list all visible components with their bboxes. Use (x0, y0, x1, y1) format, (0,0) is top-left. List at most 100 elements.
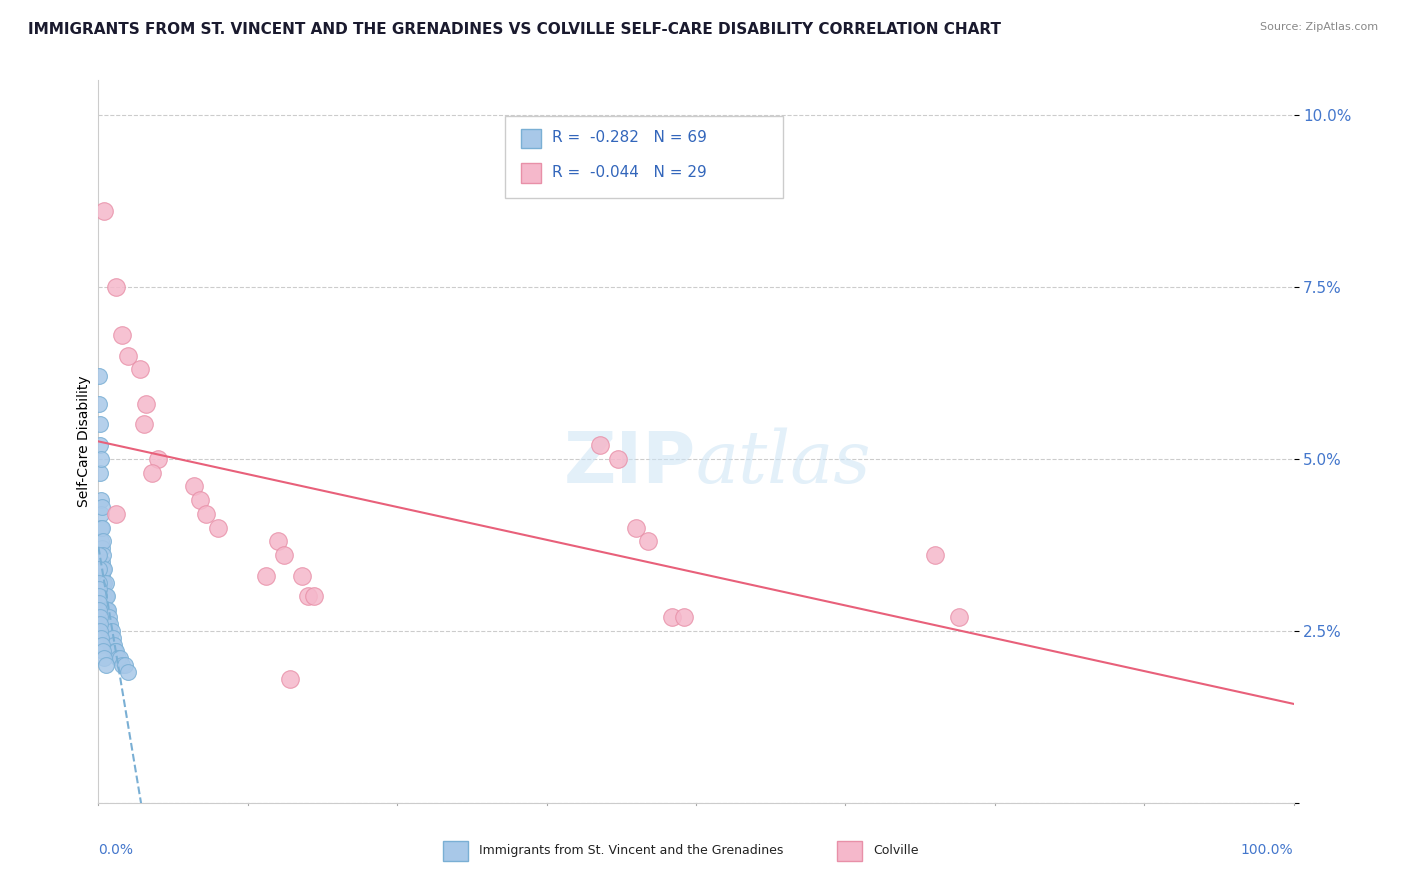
Point (93, 204, 115, 219)
Point (91, 534, 114, 549)
Point (637, 534, 659, 549)
Text: Source: ZipAtlas.com: Source: ZipAtlas.com (1260, 22, 1378, 32)
Point (626, 520, 648, 534)
Point (90, 520, 112, 534)
Point (89, 603, 111, 617)
Point (89, 610, 111, 624)
Point (114, 658, 136, 673)
Point (98, 638, 122, 652)
Point (254, 568, 277, 582)
Point (93, 651, 115, 665)
Point (94, 616, 117, 631)
Text: 0.0%: 0.0% (98, 843, 134, 856)
Point (105, 507, 128, 521)
Point (91, 575, 114, 590)
Point (89, 616, 111, 631)
Point (94, 603, 117, 617)
Point (291, 568, 314, 582)
Point (924, 548, 946, 562)
Point (93, 562, 115, 576)
Point (98, 616, 122, 631)
Point (91, 548, 114, 562)
Point (93, 603, 115, 617)
Point (97, 624, 120, 638)
Text: R =  -0.044   N = 29: R = -0.044 N = 29 (551, 165, 706, 180)
Point (661, 610, 683, 624)
Point (91, 541, 114, 556)
Point (100, 638, 122, 652)
Point (129, 362, 152, 376)
Point (195, 507, 218, 521)
Point (90, 451, 112, 466)
Point (91, 520, 114, 534)
Point (91, 603, 114, 617)
Point (89, 596, 111, 610)
Point (87, 369, 110, 384)
Point (87, 562, 110, 576)
Point (96, 616, 118, 631)
Point (91, 562, 114, 576)
Point (948, 610, 970, 624)
Point (93, 610, 115, 624)
Text: Immigrants from St. Vincent and the Grenadines: Immigrants from St. Vincent and the Gren… (479, 845, 783, 857)
Point (607, 451, 630, 466)
Point (673, 610, 696, 624)
Point (89, 438, 111, 452)
Point (100, 624, 122, 638)
Point (148, 451, 170, 466)
Text: 100.0%: 100.0% (1241, 843, 1294, 856)
Point (117, 665, 139, 679)
Point (207, 520, 229, 534)
Point (188, 493, 211, 508)
Point (105, 279, 128, 293)
Point (117, 349, 139, 363)
Point (108, 651, 131, 665)
Point (107, 651, 129, 665)
Point (91, 568, 114, 582)
Point (96, 590, 118, 604)
Point (89, 582, 111, 597)
Text: atlas: atlas (696, 428, 872, 499)
Text: Colville: Colville (873, 845, 918, 857)
Point (89, 417, 111, 432)
Point (105, 644, 128, 658)
Text: R =  -0.282   N = 69: R = -0.282 N = 69 (551, 130, 707, 145)
Point (90, 507, 112, 521)
Point (91, 590, 114, 604)
Point (89, 624, 111, 638)
Point (98, 610, 121, 624)
Point (89, 590, 111, 604)
Point (97, 603, 120, 617)
Point (90, 534, 112, 549)
Point (94, 575, 117, 590)
Point (89, 466, 111, 480)
Text: IMMIGRANTS FROM ST. VINCENT AND THE GRENADINES VS COLVILLE SELF-CARE DISABILITY : IMMIGRANTS FROM ST. VINCENT AND THE GREN… (28, 22, 1001, 37)
Point (98, 631, 122, 645)
Text: ZIP: ZIP (564, 429, 696, 498)
Point (87, 575, 110, 590)
Point (278, 672, 301, 686)
Point (302, 590, 325, 604)
Point (101, 644, 124, 658)
Y-axis label: Self-Care Disability: Self-Care Disability (77, 376, 91, 508)
Point (89, 397, 111, 411)
Point (94, 658, 117, 673)
Point (91, 555, 114, 569)
Point (93, 590, 115, 604)
Point (91, 638, 114, 652)
Point (98, 624, 121, 638)
Point (97, 616, 120, 631)
Point (297, 590, 319, 604)
Point (141, 466, 163, 480)
Point (91, 500, 114, 514)
Point (135, 397, 157, 411)
Point (93, 575, 115, 590)
Point (183, 479, 205, 493)
Point (90, 631, 112, 645)
Point (96, 603, 118, 617)
Point (111, 658, 134, 673)
Point (111, 327, 134, 342)
Point (267, 534, 290, 549)
Point (273, 548, 295, 562)
Point (87, 548, 110, 562)
